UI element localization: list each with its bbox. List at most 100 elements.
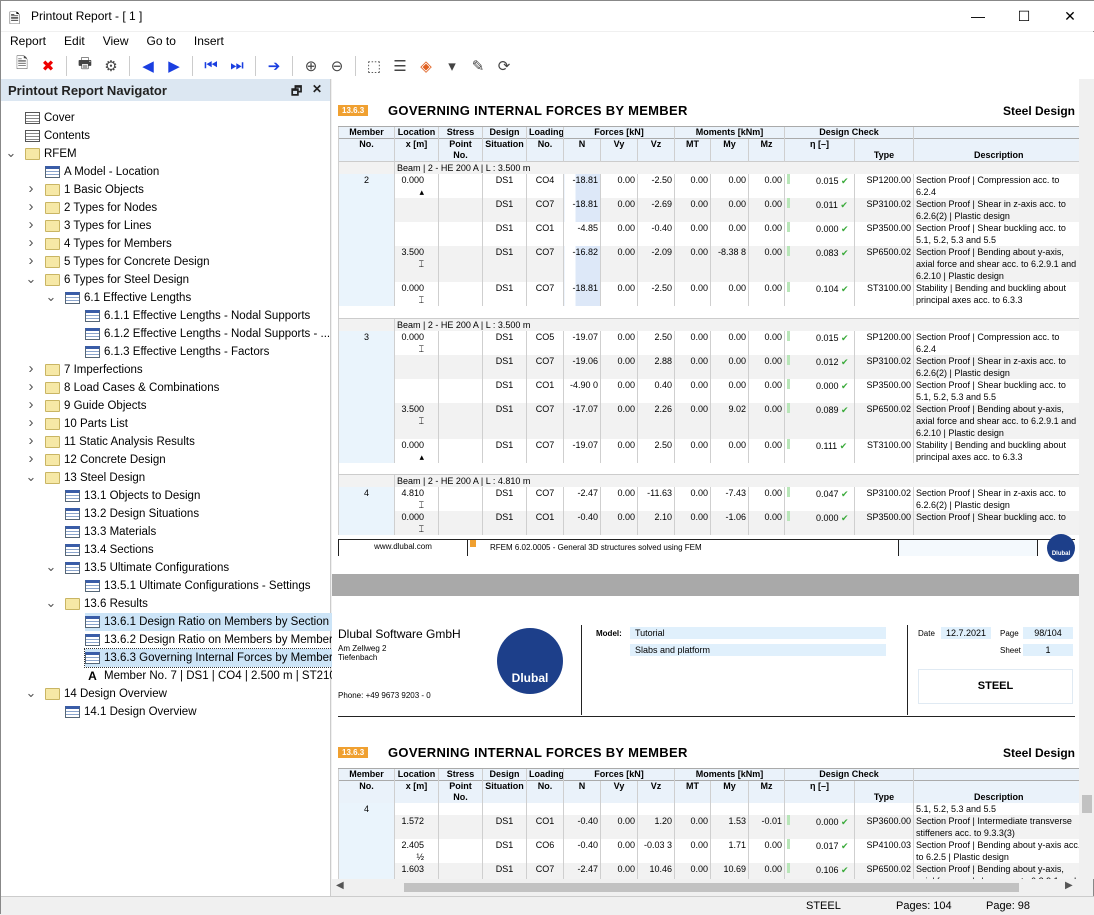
chevron-right-icon[interactable]: › xyxy=(28,432,34,449)
tree-item[interactable]: 11 Static Analysis Results xyxy=(45,433,198,451)
chevron-right-icon[interactable]: › xyxy=(28,414,34,431)
tree-item[interactable]: 13.6.1 Design Ratio on Members by Sectio… xyxy=(85,613,333,631)
tree-item[interactable]: 6 Types for Steel Design xyxy=(45,271,192,289)
tree-item[interactable]: 13.1 Objects to Design xyxy=(65,487,203,505)
tree-item[interactable]: 10 Parts List xyxy=(45,415,131,433)
column-group-header: Design xyxy=(482,768,527,781)
tree-item[interactable]: Cover xyxy=(25,109,78,127)
table-row: 4 5.1, 5.2, 5.3 and 5.5 xyxy=(338,803,1079,815)
tree-item[interactable]: 13.5.1 Ultimate Configurations - Setting… xyxy=(85,577,313,595)
tree-item[interactable]: 13.6.3 Governing Internal Forces by Memb… xyxy=(84,648,337,668)
tree-item[interactable]: 2 Types for Nodes xyxy=(45,199,160,217)
menu-view[interactable]: View xyxy=(102,34,129,48)
tree-item[interactable]: 3 Types for Lines xyxy=(45,217,154,235)
scroll-left-arrow-icon[interactable]: ◀ xyxy=(336,880,344,891)
vertical-scrollbar[interactable] xyxy=(1079,79,1094,879)
chevron-right-icon[interactable]: › xyxy=(28,252,34,269)
last-page-button[interactable]: ⏭ xyxy=(226,55,248,77)
close-panel-button[interactable]: ✕ xyxy=(312,82,323,96)
chevron-right-icon[interactable]: › xyxy=(28,234,34,251)
chevron-down-icon[interactable]: ⌄ xyxy=(25,469,37,484)
tree-item[interactable]: 6.1.3 Effective Lengths - Factors xyxy=(85,343,272,361)
menu-go-to[interactable]: Go to xyxy=(146,34,176,48)
edit-report-button[interactable]: ✎ xyxy=(467,55,489,77)
tree-item[interactable]: 5 Types for Concrete Design xyxy=(45,253,213,271)
chevron-down-icon[interactable]: ⌄ xyxy=(45,595,57,610)
chevron-right-icon[interactable]: › xyxy=(28,378,34,395)
tree-item[interactable]: 12 Concrete Design xyxy=(45,451,169,469)
tree-item[interactable]: 9 Guide Objects xyxy=(45,397,149,415)
float-panel-button[interactable]: 🗗 xyxy=(291,84,303,98)
header-footer-button[interactable]: ☰ xyxy=(389,55,411,77)
force-vz: 1.20 xyxy=(637,815,675,839)
tree-item[interactable]: 14 Design Overview xyxy=(45,685,170,703)
check-ok-icon: ✔ xyxy=(838,176,849,186)
delete-report-button[interactable]: ✖ xyxy=(37,55,59,77)
tree-item[interactable]: 13.4 Sections xyxy=(65,541,157,559)
check-ok-icon: ✔ xyxy=(838,284,849,294)
table-row: 2.405 ½ DS1 CO6 -0.40 0.00 -0.03 3 0.00 1.71 0.0… xyxy=(338,839,1079,863)
chevron-down-icon[interactable]: ⌄ xyxy=(45,289,57,304)
check-ok-icon: ✔ xyxy=(838,513,849,523)
selection-button[interactable]: ◈ xyxy=(415,55,437,77)
check-type: SP6500.02 xyxy=(854,246,914,282)
tree-item[interactable]: Contents xyxy=(25,127,93,145)
print-settings-button[interactable]: ⚙ xyxy=(100,55,122,77)
tree-item[interactable]: 13.2 Design Situations xyxy=(65,505,202,523)
chevron-right-icon[interactable]: › xyxy=(28,360,34,377)
date-value: 12.7.2021 xyxy=(941,627,991,639)
vertical-scroll-thumb[interactable] xyxy=(1082,795,1092,813)
tree-item[interactable]: 1 Basic Objects xyxy=(45,181,147,199)
tree-item[interactable]: 7 Imperfections xyxy=(45,361,146,379)
tree-item[interactable]: 14.1 Design Overview xyxy=(65,703,200,721)
page-layout-button[interactable]: ⬚ xyxy=(363,55,385,77)
maximize-button[interactable]: ☐ xyxy=(1017,8,1031,24)
column-header: Type xyxy=(854,780,914,803)
tree-item[interactable]: 13.6 Results xyxy=(65,595,151,613)
open-report-button[interactable]: 🗎 xyxy=(11,55,33,77)
previous-page-button[interactable]: ◀ xyxy=(137,55,159,77)
zoom-out-button[interactable]: ⊖ xyxy=(326,55,348,77)
model-label: Model: xyxy=(596,629,622,638)
tree-item[interactable]: 13.5 Ultimate Configurations xyxy=(65,559,232,577)
tree-item[interactable]: 6.1.1 Effective Lengths - Nodal Supports xyxy=(85,307,313,325)
tree-item[interactable]: 13.3 Materials xyxy=(65,523,159,541)
go-to-page-button[interactable]: ➔ xyxy=(263,55,285,77)
close-button[interactable]: ✕ xyxy=(1064,8,1076,24)
dropdown-arrow-button[interactable]: ▾ xyxy=(441,55,463,77)
chevron-down-icon[interactable]: ⌄ xyxy=(45,559,57,574)
tree-item[interactable]: 8 Load Cases & Combinations xyxy=(45,379,222,397)
section-header: 13.6.3 GOVERNING INTERNAL FORCES BY MEMB… xyxy=(338,743,1075,763)
minimize-button[interactable]: — xyxy=(971,8,985,24)
menu-edit[interactable]: Edit xyxy=(64,34,85,48)
print-button[interactable]: 🖶 xyxy=(74,55,96,77)
column-group-header: Location xyxy=(394,126,439,139)
chevron-right-icon[interactable]: › xyxy=(28,396,34,413)
tree-item[interactable]: 4 Types for Members xyxy=(45,235,175,253)
horizontal-scroll-thumb[interactable] xyxy=(404,883,1019,892)
tree-item[interactable]: 13.6.2 Design Ratio on Members by Member xyxy=(85,631,336,649)
tree-item[interactable]: 6.1 Effective Lengths xyxy=(65,289,194,307)
scroll-right-arrow-icon[interactable]: ▶ xyxy=(1065,880,1073,891)
tree-item[interactable]: 6.1.2 Effective Lengths - Nodal Supports… xyxy=(85,325,333,343)
refresh-button[interactable]: ⟳ xyxy=(493,55,515,77)
horizontal-scrollbar[interactable]: ◀ ▶ xyxy=(332,879,1079,896)
menu-insert[interactable]: Insert xyxy=(193,34,224,48)
tree-item[interactable]: RFEM xyxy=(25,145,80,163)
tree-item[interactable]: A Model - Location xyxy=(45,163,162,181)
chevron-right-icon[interactable]: › xyxy=(28,198,34,215)
tree-item[interactable]: A Member No. 7 | DS1 | CO4 | 2.500 m | ST… xyxy=(85,667,345,685)
force-n: -18.81 xyxy=(563,282,601,306)
next-page-button[interactable]: ▶ xyxy=(163,55,185,77)
zoom-in-button[interactable]: ⊕ xyxy=(300,55,322,77)
tree-item[interactable]: 13 Steel Design xyxy=(45,469,148,487)
chevron-right-icon[interactable]: › xyxy=(28,450,34,467)
chevron-down-icon[interactable]: ⌄ xyxy=(25,685,37,700)
chevron-right-icon[interactable]: › xyxy=(28,180,34,197)
first-page-button[interactable]: ⏮ xyxy=(200,55,222,77)
chevron-down-icon[interactable]: ⌄ xyxy=(5,145,17,160)
chevron-right-icon[interactable]: › xyxy=(28,216,34,233)
chevron-down-icon[interactable]: ⌄ xyxy=(25,271,37,286)
menu-report[interactable]: Report xyxy=(10,34,47,48)
force-vz: -2.50 xyxy=(637,282,675,306)
